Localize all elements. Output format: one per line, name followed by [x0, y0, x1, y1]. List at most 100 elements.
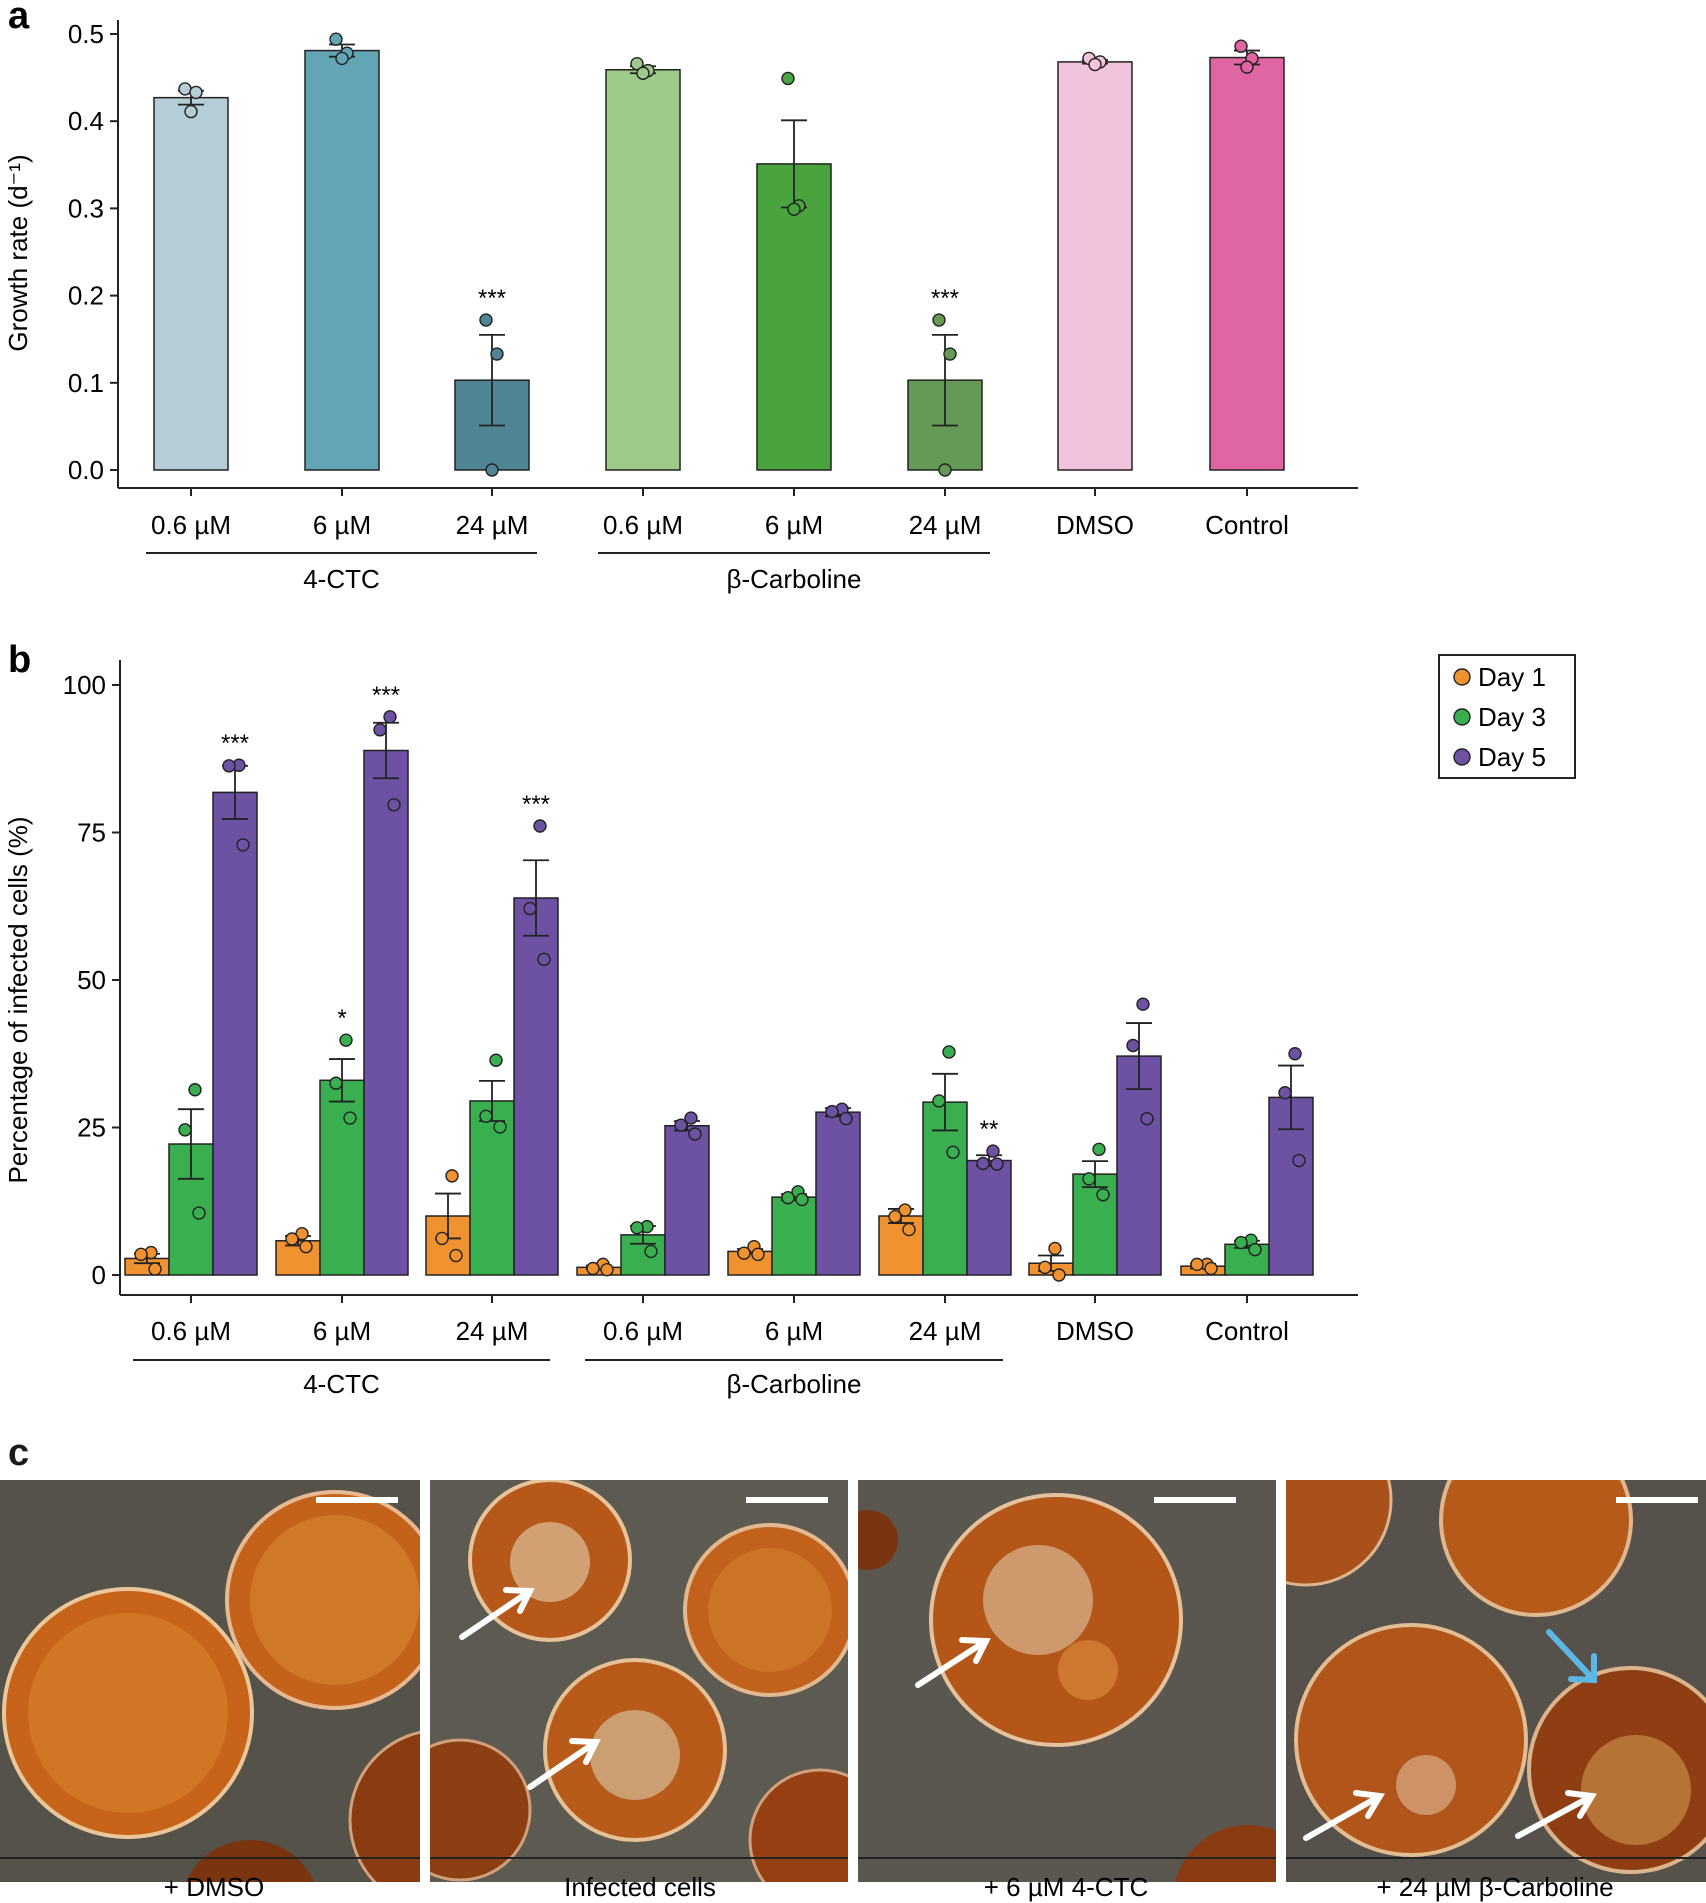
x-tick-label: 24 µM	[456, 1316, 529, 1346]
lysis-arrow	[1546, 1629, 1597, 1684]
infection-arrow	[1303, 1790, 1385, 1841]
data-point	[192, 1206, 206, 1220]
data-point	[943, 347, 957, 361]
bar	[771, 1196, 817, 1276]
data-point	[1204, 1261, 1218, 1276]
bar	[153, 96, 229, 471]
data-point	[1136, 997, 1150, 1011]
bar	[469, 1100, 515, 1276]
chart-a-bars	[153, 49, 1285, 471]
bar	[815, 1111, 861, 1276]
data-point	[178, 1123, 192, 1137]
x-tick-label: 6 µM	[313, 510, 371, 540]
data-point	[1088, 57, 1102, 72]
data-point	[299, 1239, 313, 1254]
chart-b-significance: ************	[221, 682, 998, 1143]
bar	[966, 1159, 1012, 1276]
x-tick-label: 6 µM	[765, 510, 823, 540]
group-label: β-Carboline	[727, 564, 862, 594]
caption-4ctc: + 6 µM 4-CTC	[984, 1872, 1149, 1902]
bar	[363, 749, 409, 1276]
infection-arrow	[1515, 1790, 1597, 1839]
cell	[1439, 1480, 1633, 1617]
scale-bar	[1616, 1497, 1698, 1503]
data-point	[490, 347, 504, 361]
x-tick-label: 24 µM	[909, 1316, 982, 1346]
data-point	[932, 313, 946, 327]
bar	[664, 1124, 710, 1276]
data-point	[942, 1045, 956, 1059]
data-point	[795, 1192, 809, 1207]
y-tick-label: 25	[77, 1113, 106, 1143]
significance-marker: ***	[478, 285, 506, 312]
data-point	[343, 1111, 357, 1125]
chart-b-points	[134, 710, 1306, 1282]
data-point	[537, 952, 551, 967]
data-point	[387, 798, 401, 812]
data-point	[479, 313, 493, 327]
data-point	[1126, 1038, 1140, 1053]
cell	[748, 1768, 848, 1882]
data-point	[986, 1144, 1000, 1158]
caption-dmso: + DMSO	[164, 1872, 264, 1902]
micrograph-dmso	[0, 1480, 420, 1882]
data-point	[1234, 39, 1248, 53]
cell	[1175, 1825, 1276, 1882]
data-point	[285, 1232, 299, 1246]
x-tick-label: 0.6 µM	[151, 1316, 231, 1346]
micrograph-beta-carboline	[1286, 1480, 1706, 1882]
caption-infected: Infected cells	[564, 1872, 716, 1902]
y-tick-label: 0	[92, 1260, 106, 1290]
x-tick-label: 0.6 µM	[603, 510, 683, 540]
micrograph-4ctc	[858, 1480, 1276, 1882]
scale-bar	[316, 1497, 398, 1503]
chart-a-y-axis-title: Growth rate (d⁻¹)	[3, 154, 33, 351]
infection-arrow	[527, 1738, 601, 1790]
data-point	[1288, 1047, 1302, 1061]
chart-a-x-labels: 0.6 µM 6 µM 24 µM 0.6 µM 6 µM 24 µM DMSO Contro…	[146, 488, 1289, 594]
y-tick-label: 75	[77, 818, 106, 848]
group-label: β-Carboline	[727, 1369, 862, 1399]
data-point	[898, 1203, 912, 1217]
x-tick-label: Control	[1205, 1316, 1289, 1346]
data-point	[938, 463, 952, 477]
data-point	[946, 1145, 960, 1159]
legend-swatch	[1453, 748, 1471, 766]
x-tick-label: 0.6 µM	[151, 510, 231, 540]
data-point	[329, 32, 343, 46]
data-point	[644, 1244, 658, 1259]
data-point	[184, 104, 198, 119]
data-point	[449, 1248, 463, 1263]
data-point	[373, 723, 387, 737]
cell	[185, 1840, 315, 1882]
chart-b-y-axis-title: Percentage of infected cells (%)	[3, 816, 33, 1183]
bar	[1057, 61, 1133, 471]
bar	[1209, 56, 1285, 471]
y-tick-label: 0.5	[68, 19, 104, 49]
micrograph-infected	[430, 1480, 848, 1882]
data-point	[839, 1111, 853, 1126]
cell	[430, 1738, 532, 1882]
chart-b-bars	[124, 749, 1314, 1276]
x-tick-label: 6 µM	[313, 1316, 371, 1346]
significance-marker: ***	[372, 682, 400, 709]
legend-label: Day 5	[1478, 742, 1546, 772]
x-tick-label: Control	[1205, 510, 1289, 540]
data-point	[787, 202, 801, 216]
data-point	[684, 1111, 698, 1125]
cell	[1294, 1623, 1528, 1857]
data-point	[523, 901, 537, 916]
group-label: 4-CTC	[303, 564, 380, 594]
chart-b-x-labels: 0.6 µM 6 µM 24 µM 0.6 µM 6 µM 24 µM DMSO Contro…	[133, 1295, 1289, 1399]
bar	[1072, 1173, 1118, 1276]
data-point	[990, 1157, 1004, 1171]
data-point	[1082, 1172, 1096, 1186]
data-point	[688, 1127, 702, 1141]
data-point	[383, 710, 397, 724]
y-tick-label: 100	[63, 670, 106, 700]
chart-a-points	[178, 32, 1259, 477]
data-point	[781, 1191, 795, 1205]
data-point	[329, 1076, 343, 1090]
scale-bar	[1154, 1497, 1236, 1503]
